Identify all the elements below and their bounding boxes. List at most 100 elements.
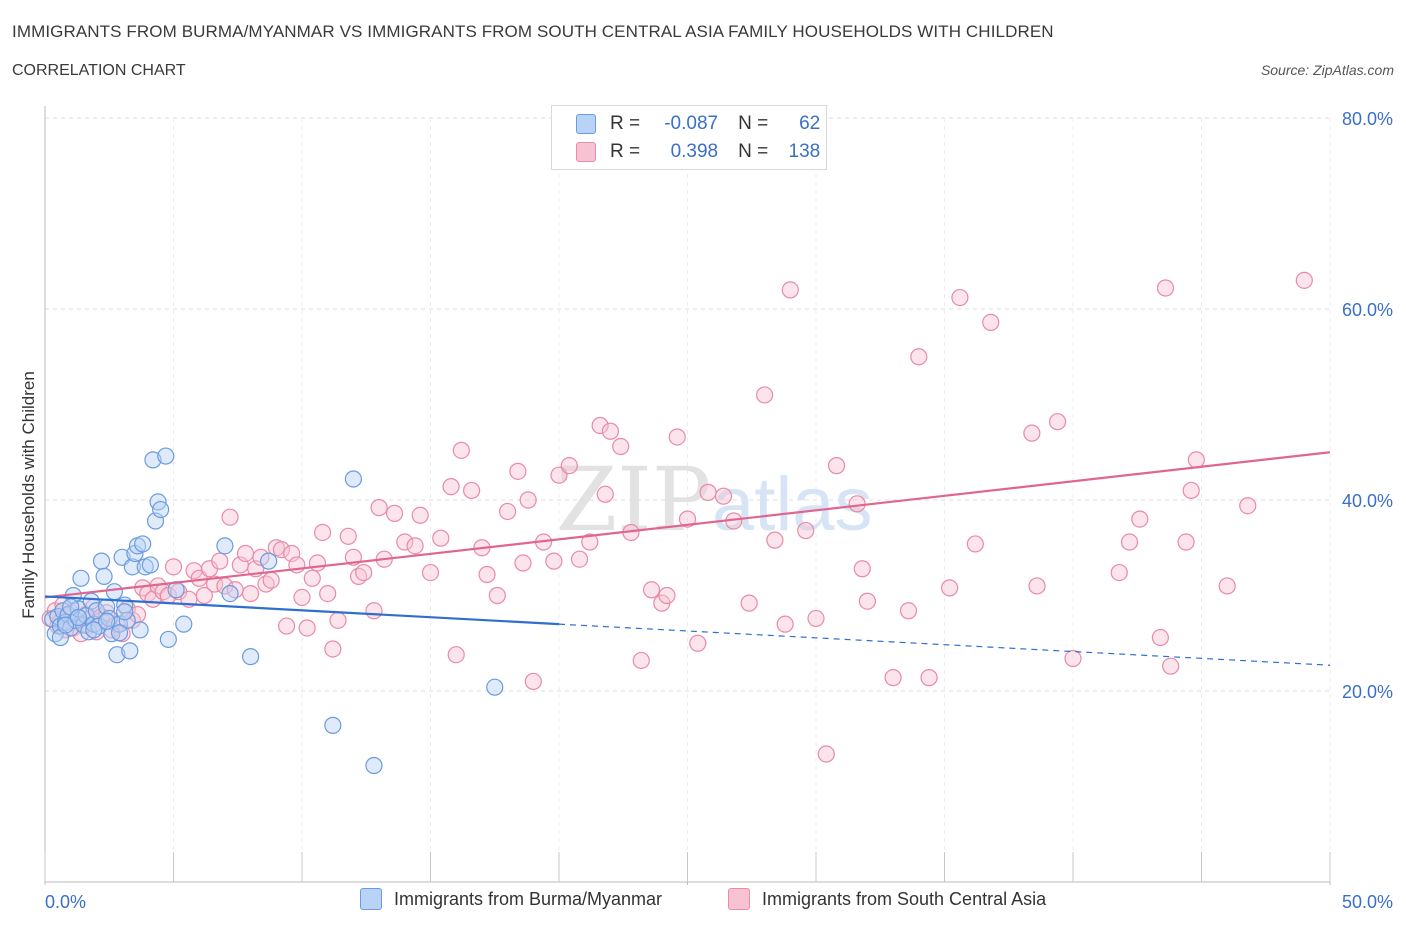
data-point-south-central-asia — [884, 669, 902, 687]
data-point-south-central-asia — [385, 504, 404, 522]
data-point-south-central-asia — [298, 619, 316, 637]
data-point-burma-myanmar — [344, 470, 362, 488]
data-point-south-central-asia — [221, 508, 239, 526]
data-point-south-central-asia — [714, 487, 733, 505]
data-point-south-central-asia — [1156, 279, 1175, 297]
data-point-south-central-asia — [488, 586, 506, 605]
data-point-south-central-asia — [827, 457, 846, 475]
watermark-atlas: atlas — [712, 462, 873, 547]
data-point-south-central-asia — [1023, 424, 1041, 442]
data-point-burma-myanmar — [121, 642, 139, 660]
r-label: R = — [610, 113, 641, 134]
watermark: ZIP atlas — [556, 448, 873, 551]
data-point-burma-myanmar — [242, 648, 260, 666]
data-point-south-central-asia — [781, 281, 799, 299]
data-point-south-central-asia — [365, 602, 383, 620]
data-point-south-central-asia — [206, 575, 224, 593]
data-point-south-central-asia — [324, 640, 342, 658]
data-point-burma-myanmar — [131, 621, 149, 639]
x-tick-label: 0.0% — [45, 892, 86, 912]
y-tick-label: 20.0% — [1342, 682, 1393, 702]
data-point-south-central-asia — [272, 541, 291, 559]
data-point-south-central-asia — [740, 594, 758, 612]
r-label: R = — [610, 141, 641, 162]
data-point-south-central-asia — [570, 550, 589, 568]
data-point-south-central-asia — [339, 527, 357, 545]
data-point-south-central-asia — [1120, 533, 1139, 551]
data-point-south-central-asia — [982, 313, 1000, 331]
data-point-burma-myanmar — [365, 756, 383, 775]
data-point-burma-myanmar — [123, 558, 141, 576]
n-label: N = — [738, 141, 769, 162]
n-label: N = — [738, 113, 769, 134]
data-point-south-central-asia — [313, 523, 332, 542]
data-point-south-central-asia — [242, 584, 260, 603]
data-point-south-central-asia — [612, 437, 630, 456]
data-point-south-central-asia — [370, 499, 388, 517]
data-point-burma-myanmar — [259, 552, 278, 570]
data-point-south-central-asia — [858, 592, 877, 610]
data-point-south-central-asia — [966, 535, 984, 553]
data-point-burma-myanmar — [85, 621, 103, 639]
data-point-south-central-asia — [308, 554, 327, 572]
data-point-south-central-asia — [252, 548, 270, 566]
data-point-south-central-asia — [755, 386, 774, 404]
watermark-zip: ZIP — [556, 448, 711, 551]
data-point-south-central-asia — [596, 485, 614, 503]
chart-title: IMMIGRANTS FROM BURMA/MYANMAR VS IMMIGRA… — [12, 22, 1054, 41]
data-point-south-central-asia — [355, 563, 373, 582]
data-point-south-central-asia — [406, 537, 424, 555]
data-point-burma-myanmar — [221, 584, 239, 603]
data-point-south-central-asia — [1064, 649, 1082, 668]
data-point-south-central-asia — [509, 462, 527, 480]
data-point-south-central-asia — [236, 544, 255, 563]
data-point-south-central-asia — [910, 348, 928, 366]
data-point-south-central-asia — [899, 602, 918, 620]
data-point-south-central-asia — [581, 533, 599, 551]
r-value: -0.087 — [664, 113, 719, 134]
data-point-south-central-asia — [195, 586, 213, 605]
data-point-south-central-asia — [432, 529, 450, 547]
data-point-burma-myanmar — [159, 630, 177, 649]
series-south-central-asia — [41, 271, 1313, 763]
data-point-burma-myanmar — [72, 569, 90, 587]
blue-swatch — [360, 888, 382, 910]
data-point-south-central-asia — [678, 510, 697, 528]
data-point-south-central-asia — [1239, 497, 1257, 515]
axes — [44, 106, 1331, 885]
pink-swatch — [576, 142, 596, 162]
data-point-south-central-asia — [1162, 657, 1180, 675]
data-point-south-central-asia — [329, 611, 347, 629]
data-point-south-central-asia — [1131, 510, 1149, 528]
data-point-south-central-asia — [211, 552, 229, 570]
data-point-burma-myanmar — [98, 612, 116, 630]
n-value: 62 — [799, 113, 821, 134]
data-point-burma-myanmar — [69, 608, 88, 627]
data-point-south-central-asia — [797, 521, 815, 540]
trend-line-south-central-asia — [44, 451, 1331, 599]
data-point-south-central-asia — [499, 502, 517, 521]
blue-swatch — [576, 114, 596, 134]
data-point-south-central-asia — [807, 609, 825, 628]
data-point-burma-myanmar — [95, 567, 113, 586]
trend-line-burma-myanmar-extension — [558, 623, 1331, 666]
data-point-burma-myanmar — [144, 451, 162, 469]
data-point-south-central-asia — [591, 416, 609, 435]
data-point-burma-myanmar — [175, 615, 193, 633]
bottom-legend-blue: Immigrants from Burma/Myanmar — [360, 888, 662, 910]
data-point-south-central-asia — [545, 552, 563, 570]
data-point-south-central-asia — [303, 569, 321, 587]
data-point-south-central-asia — [1151, 628, 1169, 647]
data-point-south-central-asia — [1110, 563, 1128, 582]
data-point-burma-myanmar — [216, 537, 234, 555]
data-point-south-central-asia — [853, 560, 871, 578]
data-point-south-central-asia — [951, 288, 969, 307]
data-point-south-central-asia — [642, 581, 661, 599]
data-point-south-central-asia — [1295, 271, 1313, 289]
correlation-legend: R = -0.087 N = 62 R = 0.398 N = 138 — [551, 105, 827, 170]
legend-row-pink: R = 0.398 N = 138 — [576, 140, 820, 164]
trend-lines — [44, 451, 1331, 666]
data-point-burma-myanmar — [105, 583, 123, 601]
data-point-south-central-asia — [1048, 413, 1067, 431]
data-point-south-central-asia — [658, 586, 676, 605]
